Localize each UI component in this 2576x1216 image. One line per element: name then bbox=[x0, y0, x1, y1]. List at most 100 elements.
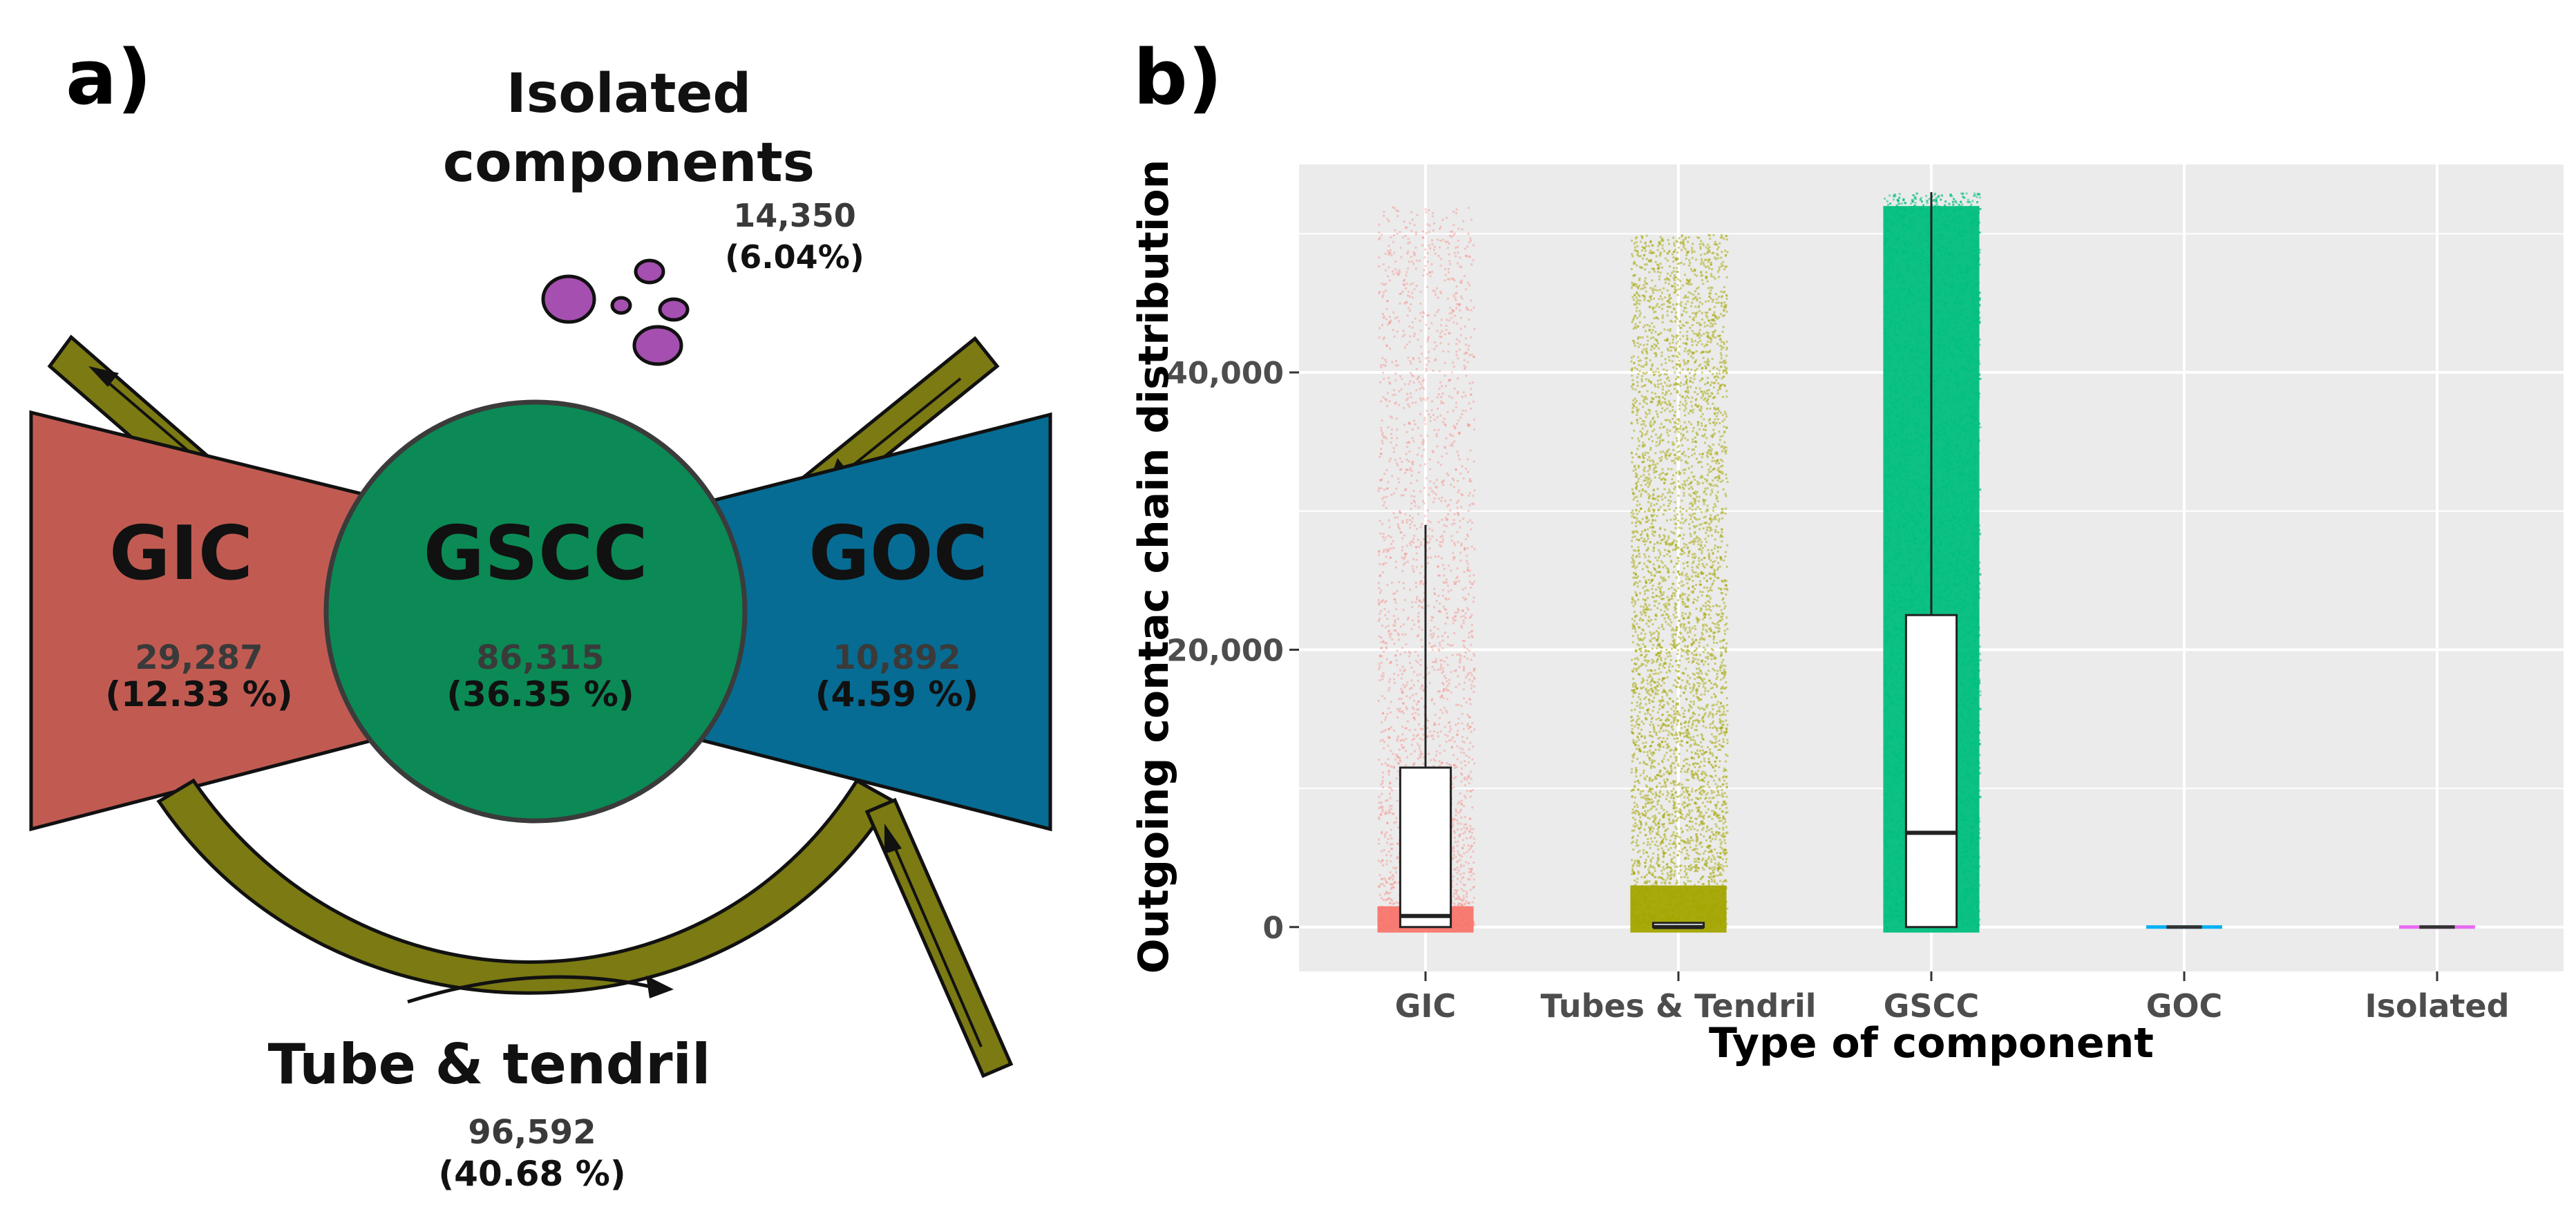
data-point bbox=[1637, 408, 1640, 411]
data-point bbox=[1658, 699, 1660, 702]
data-point bbox=[1453, 902, 1456, 905]
data-point bbox=[1457, 905, 1460, 908]
data-point bbox=[1683, 911, 1685, 913]
data-point bbox=[1696, 734, 1699, 737]
data-point bbox=[1649, 296, 1651, 298]
data-point bbox=[1648, 251, 1651, 254]
data-point bbox=[1379, 739, 1382, 742]
data-point bbox=[1710, 483, 1713, 486]
data-point bbox=[1388, 737, 1391, 739]
data-point bbox=[1453, 818, 1456, 821]
data-point bbox=[1691, 627, 1694, 629]
data-point bbox=[1457, 419, 1460, 422]
data-point bbox=[1719, 909, 1722, 911]
data-point bbox=[1722, 720, 1725, 723]
data-point bbox=[1385, 487, 1388, 490]
data-point bbox=[1696, 690, 1698, 693]
data-point bbox=[1633, 752, 1636, 755]
data-point bbox=[1667, 743, 1669, 745]
data-point bbox=[1715, 906, 1718, 909]
data-point bbox=[1672, 914, 1675, 917]
data-point bbox=[1388, 279, 1391, 282]
data-point bbox=[1420, 544, 1423, 547]
data-point bbox=[1667, 299, 1670, 302]
data-point bbox=[1656, 658, 1658, 661]
data-point bbox=[1405, 274, 1408, 277]
data-point bbox=[1378, 604, 1381, 607]
data-point bbox=[1464, 640, 1466, 643]
data-point bbox=[1390, 915, 1392, 918]
data-point bbox=[1683, 361, 1686, 364]
data-point bbox=[1712, 917, 1715, 920]
data-point bbox=[1389, 871, 1392, 874]
data-point bbox=[1717, 889, 1720, 891]
data-point bbox=[1683, 310, 1685, 312]
data-point bbox=[1671, 647, 1674, 650]
data-point bbox=[1462, 895, 1465, 897]
data-point bbox=[1445, 525, 1448, 528]
data-point bbox=[1675, 685, 1678, 688]
data-point bbox=[1459, 327, 1462, 330]
data-point bbox=[1393, 678, 1396, 681]
data-point bbox=[1720, 922, 1723, 925]
data-point bbox=[1394, 629, 1397, 632]
data-point bbox=[1635, 844, 1638, 847]
data-point bbox=[1685, 407, 1687, 410]
data-point bbox=[1435, 345, 1438, 348]
data-point bbox=[1464, 395, 1467, 397]
data-point bbox=[1658, 748, 1660, 751]
data-point bbox=[1406, 560, 1409, 563]
data-point bbox=[1640, 374, 1643, 377]
data-point bbox=[1432, 211, 1434, 214]
data-point bbox=[1715, 919, 1718, 922]
data-point bbox=[1421, 443, 1424, 446]
data-point bbox=[1652, 643, 1655, 646]
data-point bbox=[1699, 247, 1702, 250]
gscc-shape bbox=[323, 399, 748, 824]
data-point bbox=[1378, 265, 1381, 268]
data-point bbox=[1694, 274, 1696, 276]
data-point bbox=[1707, 882, 1710, 885]
data-point bbox=[1708, 526, 1711, 529]
data-point bbox=[1446, 247, 1449, 249]
data-point bbox=[1663, 913, 1666, 915]
data-point bbox=[1411, 321, 1414, 323]
data-point bbox=[1718, 918, 1721, 920]
data-point bbox=[1389, 636, 1392, 638]
data-point bbox=[1641, 517, 1644, 520]
data-point bbox=[1462, 477, 1465, 479]
data-point bbox=[1439, 544, 1441, 547]
data-point bbox=[1464, 616, 1467, 619]
data-point bbox=[1405, 399, 1408, 401]
data-point bbox=[1707, 419, 1710, 421]
data-point bbox=[1417, 654, 1419, 657]
data-point bbox=[1459, 866, 1462, 868]
data-point bbox=[1721, 714, 1723, 716]
data-point bbox=[1386, 584, 1389, 587]
data-point bbox=[1721, 414, 1724, 417]
data-point bbox=[1421, 685, 1424, 687]
data-point bbox=[1710, 448, 1713, 450]
data-point bbox=[1457, 432, 1460, 435]
data-point bbox=[1440, 402, 1443, 405]
data-point bbox=[1654, 392, 1656, 395]
data-point bbox=[1473, 762, 1476, 765]
data-point bbox=[1471, 629, 1474, 632]
data-point bbox=[1457, 511, 1459, 514]
data-point bbox=[1675, 334, 1678, 337]
data-point bbox=[1411, 517, 1414, 520]
data-point bbox=[1694, 869, 1697, 872]
data-point bbox=[1468, 748, 1470, 751]
data-point bbox=[1658, 833, 1660, 836]
data-point bbox=[1456, 576, 1459, 578]
data-point bbox=[1399, 669, 1402, 672]
data-point bbox=[1385, 642, 1388, 645]
data-point bbox=[1677, 560, 1680, 562]
data-point bbox=[1671, 761, 1674, 764]
data-point bbox=[1451, 818, 1454, 821]
data-point bbox=[1438, 723, 1441, 725]
data-point bbox=[1380, 640, 1383, 643]
data-point bbox=[1426, 524, 1428, 526]
data-point bbox=[1677, 288, 1680, 291]
data-point bbox=[1712, 517, 1715, 520]
